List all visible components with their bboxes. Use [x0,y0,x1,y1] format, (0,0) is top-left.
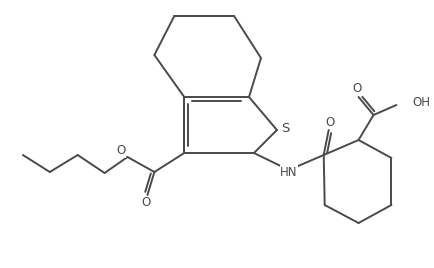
Text: O: O [115,144,125,158]
Text: S: S [280,121,288,135]
Text: O: O [141,196,151,210]
Text: OH: OH [411,96,429,110]
Text: HN: HN [279,166,297,178]
Text: O: O [324,116,334,128]
Text: O: O [351,83,360,95]
